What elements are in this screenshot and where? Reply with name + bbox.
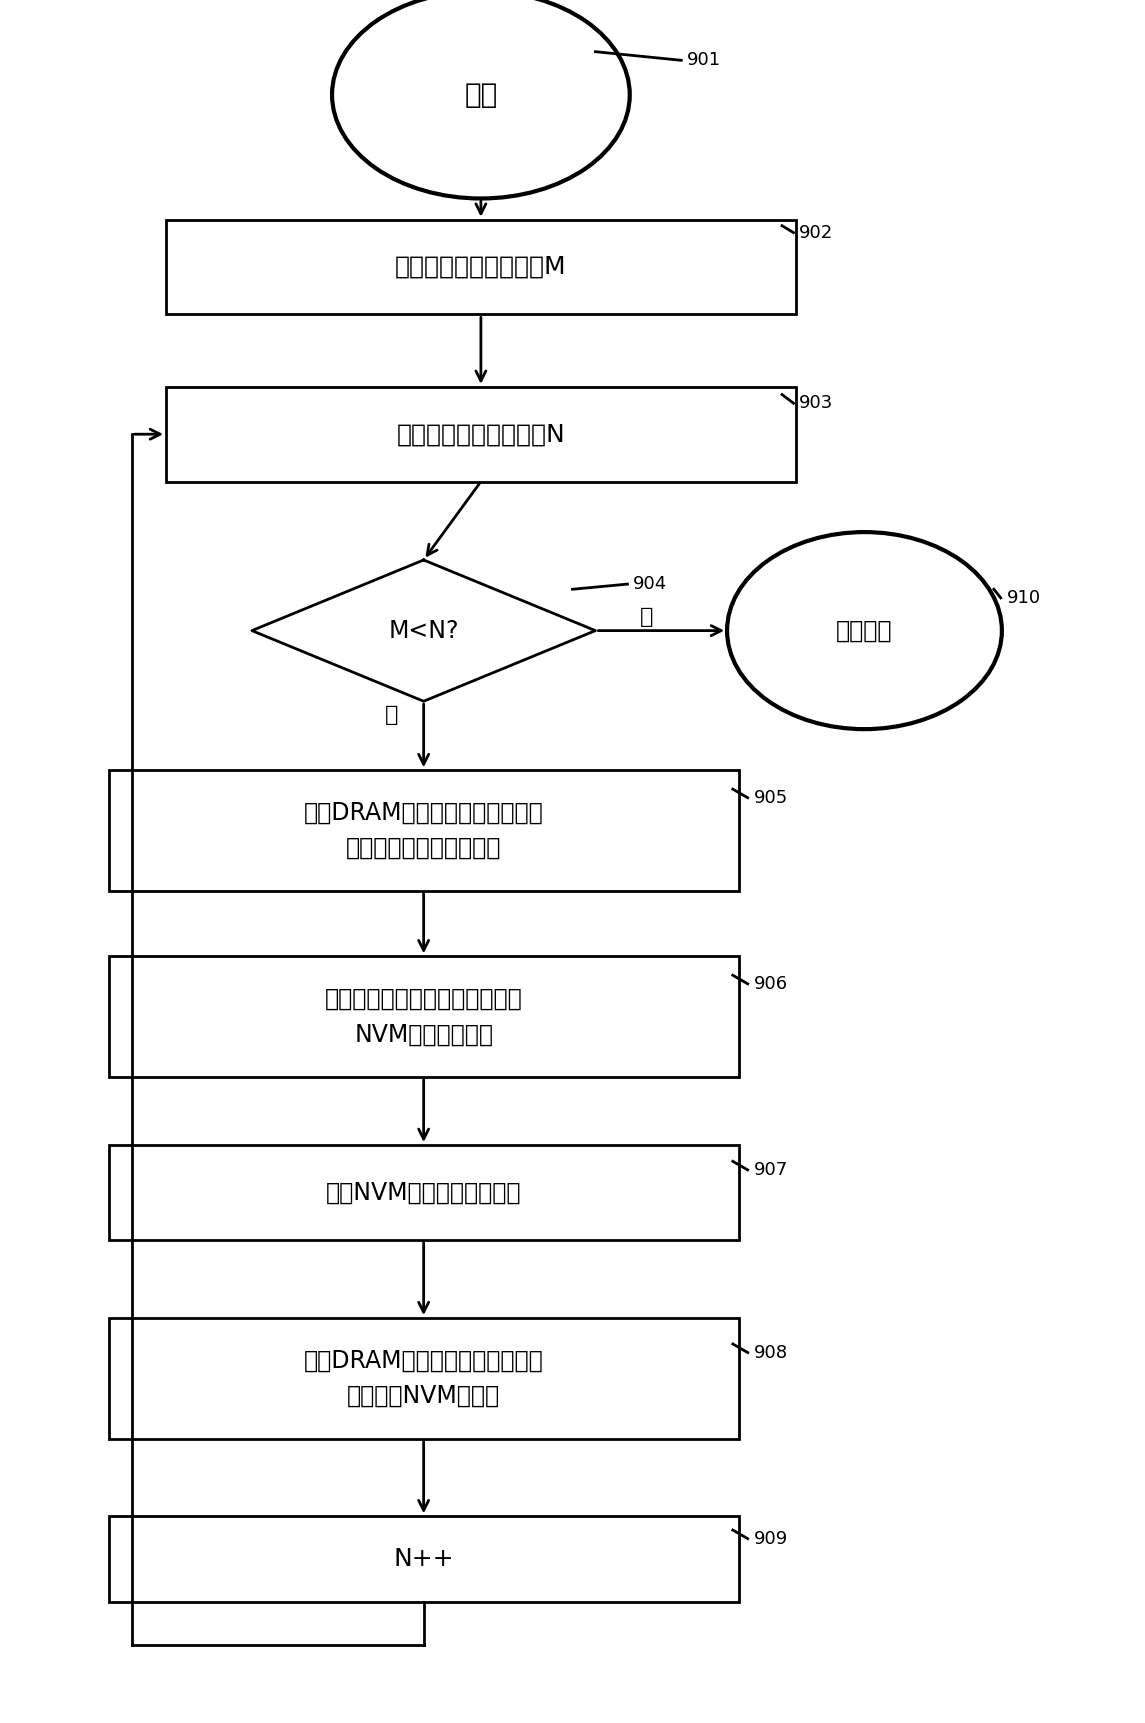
Bar [166,386,796,481]
Bar [109,1516,739,1602]
Text: 907: 907 [753,1161,788,1179]
Text: M<N?: M<N? [388,619,459,643]
Text: 909: 909 [753,1530,788,1547]
Text: 从最小主键对应的头指针中找到
NVM区间的链表头: 从最小主键对应的头指针中找到 NVM区间的链表头 [325,987,522,1046]
Text: 908: 908 [753,1344,788,1361]
Text: 905: 905 [753,789,788,806]
Bar [109,1146,739,1241]
Bar [166,219,796,314]
Text: 已经分配的页面数量为N: 已经分配的页面数量为N [396,422,566,446]
Text: 是: 是 [640,606,654,627]
Text: 需要分配的页面数量为M: 需要分配的页面数量为M [395,255,567,279]
Text: 903: 903 [799,395,834,412]
Text: 修改DRAM中链表头的指针为该区
间下一个NVM的页面: 修改DRAM中链表头的指针为该区 间下一个NVM的页面 [303,1349,544,1408]
Bar [109,770,739,891]
Text: 910: 910 [1006,589,1041,606]
Text: N++: N++ [394,1547,453,1571]
Text: 返回NVM链表头页面的地址: 返回NVM链表头页面的地址 [326,1180,521,1204]
Bar [109,1318,739,1439]
Text: 开始: 开始 [464,81,498,109]
Text: 读取DRAM中磨损度索引树的最小
主键（即最左边的节点）: 读取DRAM中磨损度索引树的最小 主键（即最左边的节点） [303,801,544,860]
Text: 902: 902 [799,224,834,241]
Text: 否: 否 [385,705,398,725]
Text: 904: 904 [633,575,668,593]
Text: 906: 906 [753,975,788,992]
Text: 901: 901 [687,52,721,69]
Bar [109,956,739,1077]
Text: 分配完成: 分配完成 [836,619,893,643]
